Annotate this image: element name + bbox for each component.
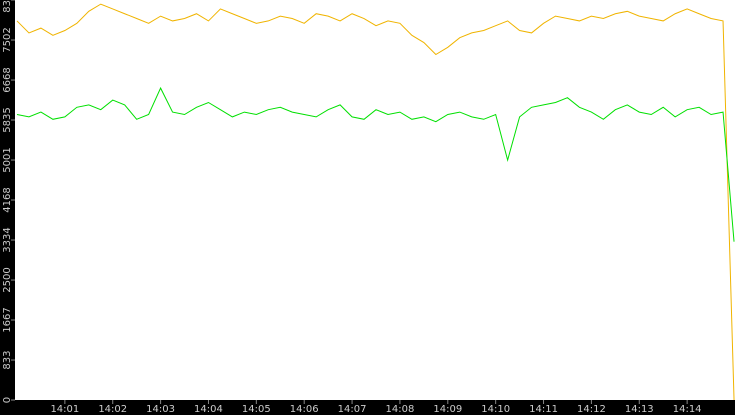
line-series (16, 86, 735, 242)
y-tick-label: 2500 (2, 267, 13, 292)
y-tick-label: 7502 (2, 27, 13, 52)
y-tick-label: 5001 (2, 147, 13, 172)
x-tick-label: 14:04 (194, 404, 223, 415)
x-tick-label: 14:05 (242, 404, 271, 415)
y-tick-label: 4168 (2, 187, 13, 212)
y-tick-label: 1667 (2, 307, 13, 332)
x-tick-label: 14:12 (577, 404, 606, 415)
plot-area (15, 0, 735, 400)
x-tick-label: 14:11 (529, 404, 558, 415)
x-tick-label: 14:09 (433, 404, 462, 415)
y-tick-label: 0 (2, 397, 13, 403)
x-tick-label: 14:06 (290, 404, 319, 415)
x-tick-label: 14:07 (338, 404, 367, 415)
x-tick-label: 14:02 (98, 404, 127, 415)
y-tick-label: 8336 (2, 0, 13, 13)
y-tick-label: 6668 (2, 67, 13, 92)
y-tick-label: 833 (2, 350, 13, 369)
x-tick-label: 14:13 (625, 404, 654, 415)
x-tick-label: 14:03 (146, 404, 175, 415)
y-tick-label: 3334 (2, 227, 13, 252)
x-tick-label: 14:10 (481, 404, 510, 415)
line-series (16, 3, 735, 401)
x-tick-label: 14:14 (673, 404, 702, 415)
x-tick-label: 14:01 (50, 404, 79, 415)
y-tick-label: 5835 (2, 107, 13, 132)
x-tick-label: 14:08 (386, 404, 415, 415)
